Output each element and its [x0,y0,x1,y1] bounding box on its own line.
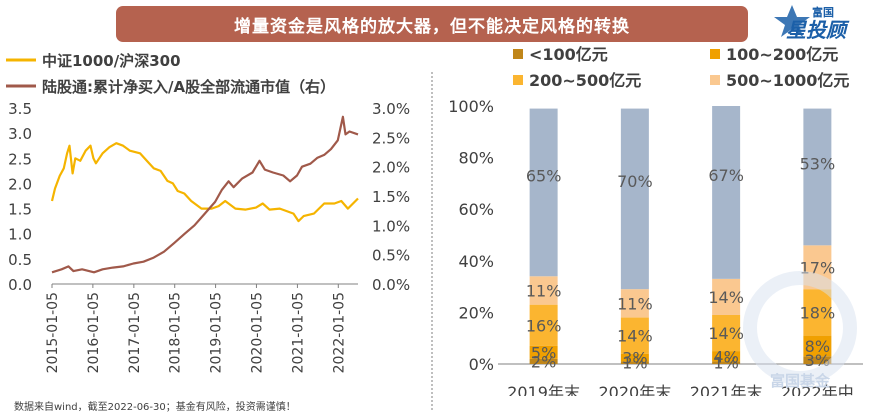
bar-segment [529,304,558,346]
data-label: 53% [800,154,836,173]
y-tick-label: 20% [458,303,494,322]
legend-label-1: 陆股通:累计净买入/A股全部流通市值（右） [42,78,335,96]
logo-top-text: 富国 [812,6,834,19]
bar-segment [620,361,649,364]
bar-segment [529,276,558,305]
x-tick-label: 2021-01-05 [290,292,306,373]
left-tick-label: 1.5 [8,201,32,219]
legend-label-0: 中证1000/沪深300 [42,52,181,70]
data-label: 1% [713,354,738,373]
legend-label-0: <100亿元 [529,45,608,64]
y-tick-label: 100% [448,97,494,116]
category-label: 2019年末 [507,383,580,396]
chart-title-banner: 增量资金是风格的放大器，但不能决定风格的转换 [116,6,748,42]
watermark-logo: 富国基金 [743,271,857,390]
left-tick-label: 0.5 [8,251,32,269]
data-label: 65% [526,167,562,186]
y-tick-label: 40% [458,252,494,271]
bar-segment [712,361,741,364]
y-tick-label: 0% [469,355,494,374]
right-tick-label: 0.5% [372,247,410,265]
data-label: 3% [622,349,647,368]
data-label: 14% [708,324,744,343]
data-label: 4% [713,347,738,366]
x-tick-label: 2015-01-05 [45,292,61,373]
bar-segment [529,358,558,364]
legend-swatch-3 [710,75,720,85]
x-tick-label: 2020-01-05 [249,292,265,373]
left-tick-label: 0.0 [8,276,32,294]
bar-segment [529,345,558,359]
right-tick-label: 1.5% [372,188,410,206]
panel-divider [431,72,433,410]
bar-segment [803,335,832,357]
legend-swatch-1 [710,49,720,59]
data-label: 11% [526,281,562,300]
x-tick-label: 2017-01-05 [127,292,143,373]
bar-segment [712,314,741,352]
footnote: 数据来自wind，截至2022-06-30；基金有风险，投资需谨慎！ [14,402,296,413]
legend-label-2: 200~500亿元 [529,71,641,90]
bar-segment [712,278,741,315]
category-label: 2022年中 [781,383,854,396]
data-label: 2% [531,352,556,371]
bar-segment [803,289,832,336]
bar-segment [712,106,741,279]
x-tick-label: 2018-01-05 [168,292,184,373]
brand-logo: 富国 星投顾 [772,2,864,42]
bar-segment [620,289,649,318]
data-label: 11% [617,294,653,313]
watermark-ring-icon [743,271,857,385]
left-line-chart: 中证1000/沪深300 陆股通:累计净买入/A股全部流通市值（右） 0.0 0.5 1… [6,52,410,373]
category-label: 2020年末 [599,383,672,396]
series-line-1 [51,115,359,274]
right-tick-label: 1.0% [372,217,410,235]
legend-label-3: 500~1000亿元 [726,71,849,90]
left-tick-label: 3.5 [8,100,32,118]
star-logo-icon [774,5,810,37]
data-label: 18% [800,303,836,322]
bar-segment [803,108,832,246]
right-tick-label: 2.0% [372,159,410,177]
bar-segment [620,317,649,354]
right-tick-label: 3.0% [372,100,410,118]
data-label: 5% [531,343,556,362]
y-tick-label: 80% [458,149,494,168]
right-stacked-bar-chart: <100亿元 100~200亿元 200~500亿元 500~1000亿元 0% 20% 4… [448,45,863,396]
x-tick-label: 2022-01-05 [331,292,347,373]
bar-segment [620,108,649,290]
data-label: 67% [708,166,744,185]
data-label: 1% [622,354,647,373]
left-tick-label: 1.0 [8,226,32,244]
left-tick-label: 2.0 [8,175,32,193]
right-tick-label: 2.5% [372,129,410,147]
x-tick-label: 2016-01-05 [86,292,102,373]
bar-segment [620,353,649,362]
watermark-text: 富国基金 [770,372,831,390]
data-label: 14% [617,327,653,346]
logo-main-text: 星投顾 [786,18,846,42]
legend-swatch-2 [513,75,523,85]
legend-swatch-0 [513,49,523,59]
bar-segment [803,356,832,364]
data-label: 70% [617,172,653,191]
category-label: 2021年末 [690,383,763,396]
bar-segment [712,351,741,362]
data-label: 16% [526,316,562,335]
y-tick-label: 60% [458,200,494,219]
legend-label-1: 100~200亿元 [726,45,838,64]
series-line-0 [50,142,359,223]
data-label: 14% [708,288,744,307]
left-tick-label: 3.0 [8,125,32,143]
right-tick-label: 0.0% [372,276,410,294]
data-label: 8% [805,337,830,356]
bar-segment [529,108,558,277]
left-tick-label: 2.5 [8,150,32,168]
x-tick-label: 2019-01-05 [209,292,225,373]
